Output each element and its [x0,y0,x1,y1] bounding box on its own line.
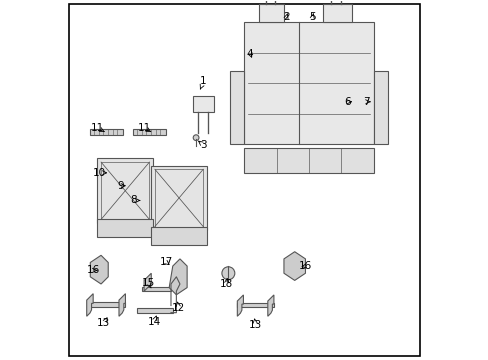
Bar [155,169,203,226]
Text: 10: 10 [92,168,106,178]
Text: 11: 11 [137,123,150,133]
Text: 7: 7 [363,97,369,107]
Bar [86,302,125,307]
Text: 2: 2 [283,12,289,22]
Text: 14: 14 [147,316,161,327]
Text: 15: 15 [142,278,155,288]
Text: 1: 1 [200,76,206,89]
Text: 17: 17 [160,257,173,267]
Text: 9: 9 [117,181,125,191]
Bar [237,302,273,307]
Text: 13: 13 [248,319,262,329]
Bar [244,22,373,144]
Text: 18: 18 [220,278,233,289]
Text: 12: 12 [172,302,185,313]
Polygon shape [284,252,305,280]
Text: 11: 11 [91,123,104,133]
Polygon shape [267,295,273,316]
Bar [230,71,244,144]
Bar [97,158,153,223]
Bar [192,96,214,112]
Text: 16: 16 [298,261,311,271]
Bar [151,166,206,230]
Bar [97,220,153,237]
Text: 5: 5 [309,12,315,22]
Bar [137,309,172,313]
Polygon shape [90,255,108,284]
Bar [323,4,351,22]
Circle shape [222,267,234,280]
Polygon shape [86,294,93,316]
Text: 3: 3 [198,140,206,150]
Polygon shape [144,273,151,291]
Bar [373,71,387,144]
Polygon shape [237,295,243,316]
Polygon shape [169,259,187,295]
Bar [101,162,149,220]
Bar [133,129,165,135]
Bar [151,226,206,244]
Bar [90,129,122,135]
Text: 13: 13 [97,318,110,328]
Text: 4: 4 [246,49,253,59]
Polygon shape [119,294,125,316]
Text: 6: 6 [344,97,350,107]
Bar [258,4,284,22]
Bar [142,287,171,291]
Text: 8: 8 [130,195,140,206]
Circle shape [193,135,199,140]
Text: 16: 16 [87,265,101,275]
Bar [244,148,373,173]
